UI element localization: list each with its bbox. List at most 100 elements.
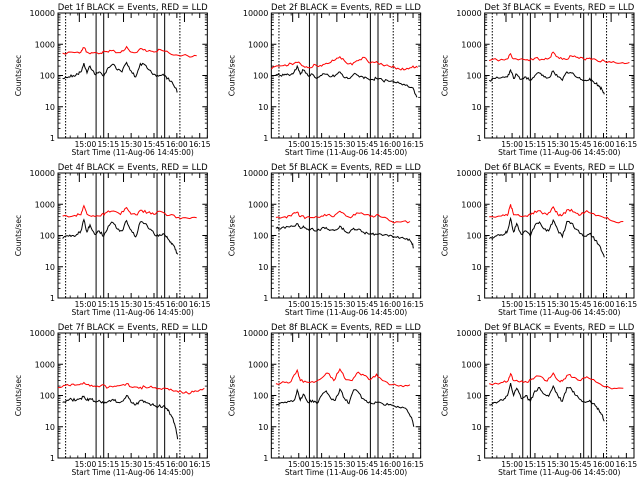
x-tick-label: 16:15 — [402, 460, 424, 469]
x-tick-label: 15:15 — [524, 460, 546, 469]
top-marker — [78, 332, 84, 342]
x-tick-label: 15:00 — [75, 460, 97, 469]
top-marker — [610, 12, 616, 22]
x-tick-label: 15:30 — [334, 300, 356, 309]
top-marker — [549, 172, 555, 182]
x-tick-label: 15:45 — [570, 460, 592, 469]
y-axis-label: Counts/sec — [441, 375, 450, 416]
x-tick-label: 15:30 — [547, 140, 569, 149]
y-tick-label: 100 — [466, 232, 481, 241]
x-tick-label: 16:15 — [616, 140, 638, 149]
y-tick-label: 100 — [40, 392, 55, 401]
x-tick-label: 16:00 — [379, 300, 401, 309]
y-tick-label: 1000 — [248, 360, 268, 369]
panel-title: Det 6f BLACK = Events, RED = LLD — [484, 163, 634, 173]
panel-title: Det 9f BLACK = Events, RED = LLD — [484, 323, 634, 333]
top-marker — [123, 332, 128, 342]
y-tick-label: 100 — [40, 72, 55, 81]
plot-frame — [57, 172, 208, 299]
x-tick-label: 16:15 — [616, 300, 638, 309]
x-tick-label: 16:00 — [166, 300, 188, 309]
y-tick-label: 10 — [258, 263, 268, 272]
top-marker — [610, 172, 616, 182]
x-tick-label: 15:00 — [75, 300, 97, 309]
x-tick-label: 15:15 — [524, 300, 546, 309]
panel-6: Det 6f BLACK = Events, RED = LLD 1 10 100 10… — [441, 163, 638, 317]
y-tick-label: 10000 — [243, 329, 268, 338]
top-marker — [549, 12, 555, 22]
y-axis-label: Counts/sec — [227, 375, 236, 416]
panel-title: Det 5f BLACK = Events, RED = LLD — [271, 163, 421, 173]
top-marker — [549, 332, 555, 342]
x-tick-label: 16:00 — [379, 140, 401, 149]
plot-frame — [270, 12, 422, 139]
top-marker — [183, 172, 189, 182]
top-marker — [397, 172, 402, 182]
lld-series-line — [489, 51, 630, 65]
top-marker — [183, 332, 189, 342]
y-tick-label: 1 — [263, 134, 268, 143]
lld-series-line — [489, 204, 624, 224]
x-tick-label: 15:00 — [75, 140, 97, 149]
x-tick-label: 15:15 — [311, 300, 333, 309]
x-tick-label: 15:45 — [357, 460, 379, 469]
y-tick-label: 1 — [477, 294, 482, 303]
x-tick-label: 15:45 — [143, 140, 165, 149]
top-marker — [505, 172, 510, 182]
events-series-line — [488, 68, 605, 95]
y-tick-label: 1000 — [248, 200, 268, 209]
x-tick-label: 15:15 — [311, 460, 333, 469]
plot-frame — [484, 172, 635, 299]
y-tick-label: 1 — [50, 454, 55, 463]
x-tick-label: 16:15 — [189, 460, 211, 469]
x-tick-label: 15:30 — [334, 460, 356, 469]
panel-title: Det 2f BLACK = Events, RED = LLD — [271, 3, 421, 13]
top-marker — [336, 12, 341, 22]
lld-series-line — [275, 210, 411, 224]
x-tick-label: 15:00 — [501, 140, 523, 149]
top-marker — [123, 172, 128, 182]
panel-title: Det 7f BLACK = Events, RED = LLD — [58, 323, 208, 333]
top-marker — [336, 332, 341, 342]
panel-2: Det 2f BLACK = Events, RED = LLD 1 10 100 10… — [227, 3, 424, 157]
x-tick-label: 16:00 — [593, 300, 615, 309]
y-tick-label: 1000 — [461, 360, 481, 369]
x-tick-label: 15:15 — [97, 460, 119, 469]
y-tick-label: 10 — [258, 423, 268, 432]
lld-series-line — [62, 45, 197, 58]
panel-9: Det 9f BLACK = Events, RED = LLD 1 10 100 10… — [441, 323, 638, 477]
x-tick-label: 15:45 — [143, 300, 165, 309]
x-axis-label: Start Time (11-Aug-06 14:45:00) — [498, 148, 620, 157]
x-tick-label: 15:15 — [97, 140, 119, 149]
events-series-line — [275, 64, 418, 98]
y-axis-label: Counts/sec — [441, 55, 450, 96]
lld-series-line — [270, 55, 418, 71]
x-tick-label: 15:45 — [357, 140, 379, 149]
y-tick-label: 10000 — [243, 9, 268, 18]
x-tick-label: 16:00 — [166, 140, 188, 149]
top-marker — [610, 332, 616, 342]
plot-frame — [484, 12, 635, 139]
panel-title: Det 1f BLACK = Events, RED = LLD — [58, 3, 208, 13]
events-series-line — [62, 218, 179, 255]
y-tick-label: 100 — [253, 232, 268, 241]
y-tick-label: 1 — [50, 294, 55, 303]
lld-series-line — [489, 372, 624, 390]
plot-frame — [270, 172, 422, 299]
top-marker — [505, 332, 510, 342]
y-tick-label: 1 — [263, 454, 268, 463]
y-tick-label: 10000 — [30, 329, 55, 338]
y-tick-label: 10000 — [456, 329, 481, 338]
x-tick-label: 15:30 — [120, 140, 142, 149]
x-axis-label: Start Time (11-Aug-06 14:45:00) — [285, 148, 407, 157]
y-tick-label: 10 — [45, 263, 55, 272]
x-axis-label: Start Time (11-Aug-06 14:45:00) — [285, 308, 407, 317]
lld-series-line — [275, 368, 411, 388]
x-tick-label: 15:30 — [334, 140, 356, 149]
y-tick-label: 10000 — [456, 169, 481, 178]
x-tick-label: 16:15 — [189, 300, 211, 309]
top-marker — [397, 332, 402, 342]
events-series-line — [488, 216, 605, 258]
panel-7: Det 7f BLACK = Events, RED = LLD 1 10 100 10… — [14, 323, 211, 477]
